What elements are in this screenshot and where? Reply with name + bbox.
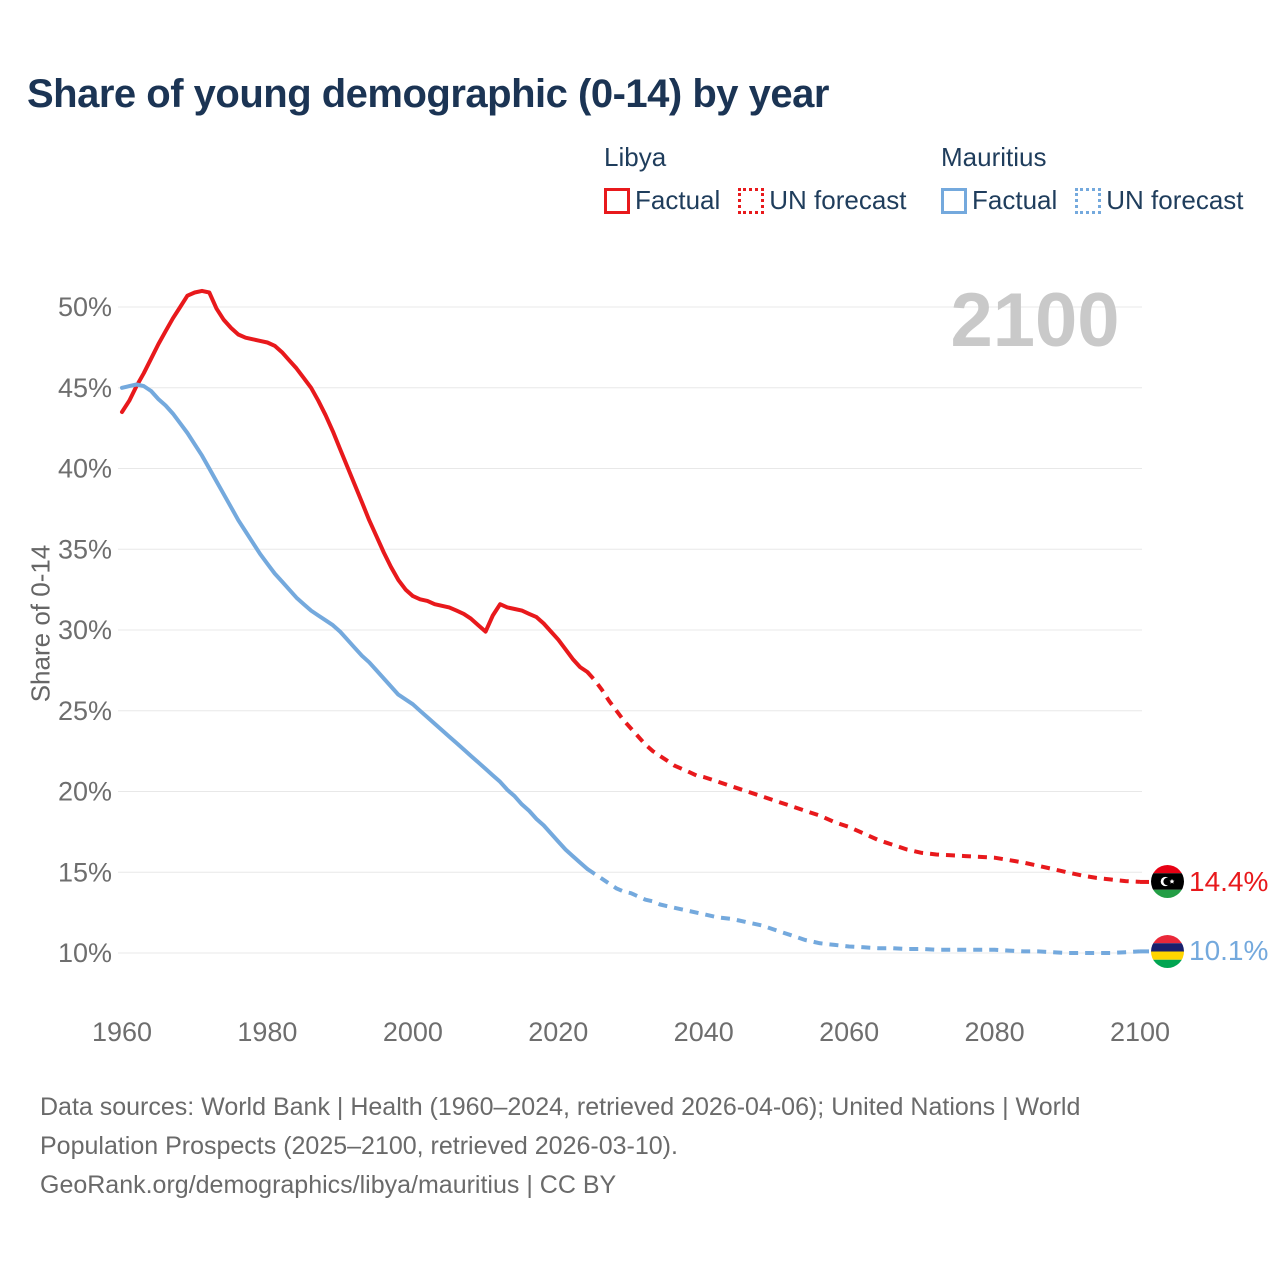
legend-item-libya-factual[interactable]: Factual [604, 185, 720, 216]
svg-text:2080: 2080 [965, 1017, 1025, 1047]
svg-text:50%: 50% [58, 292, 112, 322]
legend-group-mauritius: Mauritius Factual UN forecast [941, 142, 1244, 216]
legend-label: Factual [635, 185, 721, 215]
svg-text:2020: 2020 [528, 1017, 588, 1047]
svg-text:15%: 15% [58, 857, 112, 887]
mauritius-forecast-swatch-icon [1075, 187, 1102, 214]
legend-item-mauritius-factual[interactable]: Factual [941, 185, 1057, 216]
legend-country-mauritius: Mauritius [941, 142, 1047, 172]
year-watermark: 2100 [950, 278, 1119, 363]
libya-forecast-swatch-icon [738, 187, 765, 214]
svg-text:30%: 30% [58, 615, 112, 645]
libya-flag-icon [1151, 865, 1184, 899]
footer: Data sources: World Bank | Health (1960–… [40, 1088, 1080, 1205]
svg-text:1980: 1980 [237, 1017, 297, 1047]
mauritius-flag-icon [1151, 934, 1184, 968]
svg-text:35%: 35% [58, 534, 112, 564]
legend-label: UN forecast [1106, 185, 1244, 215]
legend-item-libya-forecast[interactable]: UN forecast [738, 185, 907, 216]
svg-text:2000: 2000 [383, 1017, 443, 1047]
svg-text:2060: 2060 [819, 1017, 879, 1047]
legend-label: Factual [972, 185, 1058, 215]
legend-country-libya: Libya [604, 142, 667, 172]
svg-text:2040: 2040 [674, 1017, 734, 1047]
legend-label: UN forecast [769, 185, 907, 215]
svg-text:10%: 10% [58, 938, 112, 968]
svg-text:25%: 25% [58, 696, 112, 726]
mauritius-factual-swatch-icon [941, 187, 967, 214]
svg-text:1960: 1960 [92, 1017, 152, 1047]
svg-text:20%: 20% [58, 777, 112, 807]
footer-line-sources: Data sources: World Bank | Health (1960–… [40, 1093, 1081, 1121]
page-title: Share of young demographic (0-14) by yea… [27, 72, 829, 116]
footer-line-sources-2: Population Prospects (2025–2100, retriev… [40, 1132, 678, 1160]
svg-text:45%: 45% [58, 373, 112, 403]
legend-group-libya: Libya Factual UN forecast [604, 142, 907, 216]
series-layer [120, 288, 1152, 955]
libya-factual-swatch-icon [604, 187, 630, 214]
grid-layer: 10% 15% 20% 25% 30% 35% 40% 45% 50% 1960 1980 2000 2… [58, 292, 1170, 1047]
svg-text:2100: 2100 [1110, 1017, 1170, 1047]
libya-end-value: 14.4% [1189, 865, 1269, 897]
y-axis-title: Share of 0-14 [25, 544, 56, 703]
svg-text:40%: 40% [58, 454, 112, 484]
footer-line-attribution: GeoRank.org/demographics/libya/mauritius… [40, 1171, 617, 1199]
legend-item-mauritius-forecast[interactable]: UN forecast [1075, 185, 1244, 216]
mauritius-end-value: 10.1% [1189, 935, 1269, 967]
